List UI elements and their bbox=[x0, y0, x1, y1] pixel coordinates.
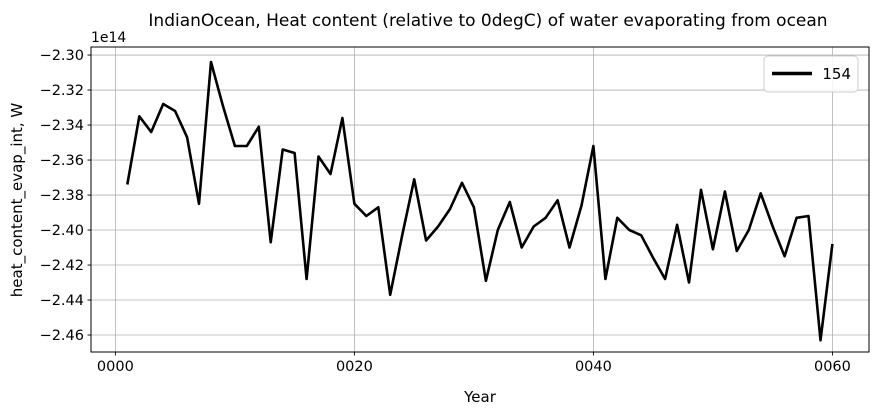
data-line-154 bbox=[126, 60, 834, 342]
y-tick-label: −2.32 bbox=[40, 83, 84, 99]
legend-label: 154 bbox=[822, 65, 851, 83]
grid-layer bbox=[91, 47, 869, 352]
plot-area bbox=[90, 46, 870, 353]
y-tick-label: −2.44 bbox=[40, 293, 84, 309]
x-tick-label: 0040 bbox=[575, 359, 612, 375]
tick-layer: 0000 0020 0040 0060 −2.30 −2.32 −2.34 −2.36 −2.3… bbox=[40, 48, 851, 375]
y-tick-label: −2.34 bbox=[40, 118, 84, 134]
y-tick-label: −2.38 bbox=[40, 188, 84, 204]
x-axis-label: Year bbox=[463, 388, 497, 406]
legend: 154 bbox=[763, 55, 859, 93]
x-tick-label: 0060 bbox=[814, 359, 851, 375]
y-axis-label: heat_content_evap_int, W bbox=[8, 103, 27, 298]
y-tick-label: −2.46 bbox=[40, 328, 84, 344]
y-tick-label: −2.36 bbox=[40, 153, 84, 169]
y-tick-label: −2.30 bbox=[40, 48, 84, 64]
x-tick-label: 0000 bbox=[97, 359, 134, 375]
chart-title: IndianOcean, Heat content (relative to 0… bbox=[148, 11, 827, 31]
y-tick-label: −2.42 bbox=[40, 258, 84, 274]
y-axis-offset-label: 1e14 bbox=[91, 30, 126, 46]
x-tick-label: 0020 bbox=[336, 359, 373, 375]
y-tick-label: −2.40 bbox=[40, 223, 84, 239]
